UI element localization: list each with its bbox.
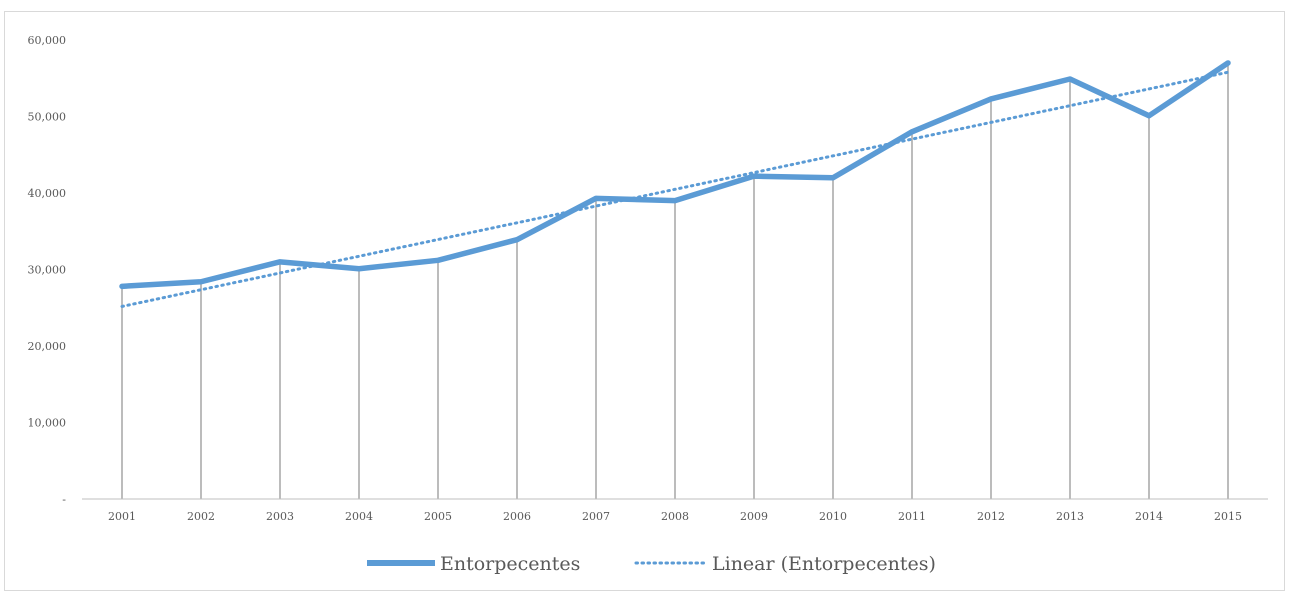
x-tick-label: 2012 <box>977 510 1005 523</box>
x-tick-label: 2005 <box>424 510 452 523</box>
legend: Entorpecentes Linear (Entorpecentes) <box>367 553 936 575</box>
series-point <box>909 129 915 135</box>
series-point <box>119 283 125 289</box>
series-point <box>514 237 520 243</box>
series-point <box>751 173 757 179</box>
y-tick-label: 50,000 <box>28 111 67 124</box>
y-tick-label: 10,000 <box>28 417 67 430</box>
y-axis-ticks: - 10,000 20,000 30,000 40,000 50,000 60,000 <box>28 34 67 506</box>
y-tick-label: 20,000 <box>28 340 67 353</box>
series-point <box>435 257 441 263</box>
y-tick-label: 30,000 <box>28 264 67 277</box>
series-point <box>1067 76 1073 82</box>
series-point <box>672 198 678 204</box>
series-point <box>988 96 994 102</box>
drop-lines <box>121 62 1229 499</box>
x-tick-label: 2002 <box>187 510 215 523</box>
x-tick-label: 2014 <box>1135 510 1163 523</box>
series-point <box>1225 60 1231 66</box>
x-tick-label: 2015 <box>1214 510 1242 523</box>
legend-label-linear-entorpecentes: Linear (Entorpecentes) <box>712 553 936 575</box>
x-tick-label: 2010 <box>819 510 847 523</box>
series-point <box>356 266 362 272</box>
x-tick-label: 2013 <box>1056 510 1084 523</box>
chart-frame <box>4 11 1285 591</box>
y-tick-label: 60,000 <box>28 34 67 47</box>
series-point <box>593 195 599 201</box>
x-tick-label: 2004 <box>345 510 373 523</box>
series-point <box>1146 113 1152 119</box>
series-point <box>277 259 283 265</box>
x-tick-label: 2006 <box>503 510 531 523</box>
series-point <box>830 175 836 181</box>
y-tick-label: - <box>62 493 66 506</box>
series-point <box>198 279 204 285</box>
legend-label-entorpecentes: Entorpecentes <box>440 553 580 575</box>
x-tick-label: 2011 <box>898 510 926 523</box>
x-tick-label: 2009 <box>740 510 768 523</box>
x-tick-label: 2007 <box>582 510 610 523</box>
trendline-linear-entorpecentes <box>120 70 1230 308</box>
series-points <box>119 60 1231 289</box>
x-tick-label: 2003 <box>266 510 294 523</box>
x-tick-label: 2001 <box>108 510 136 523</box>
x-axis-ticks: 2001 2002 2003 2004 2005 2006 2007 2008 2009 2010… <box>108 510 1242 523</box>
x-tick-label: 2008 <box>661 510 689 523</box>
y-tick-label: 40,000 <box>28 187 67 200</box>
